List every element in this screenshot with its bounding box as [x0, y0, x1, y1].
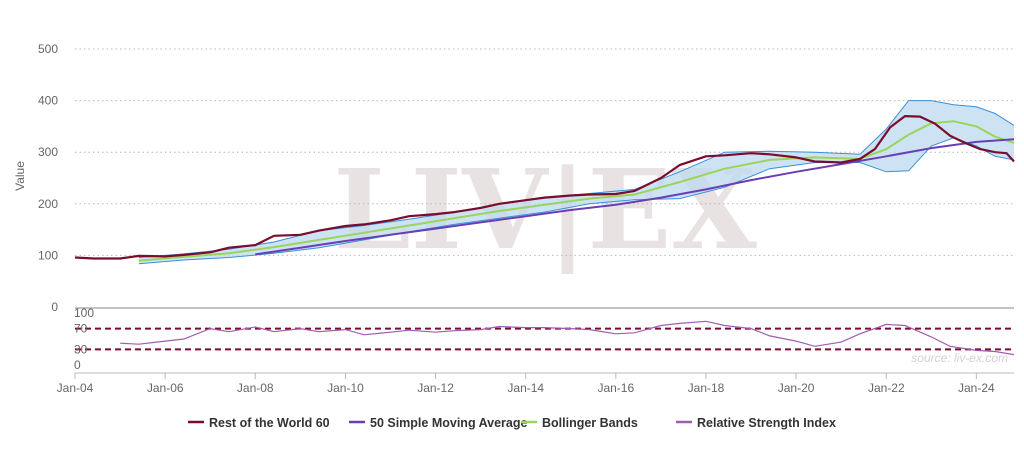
x-tick-label: Jan-04 [57, 381, 94, 395]
x-tick-label: Jan-20 [778, 381, 815, 395]
x-tick-label: Jan-12 [417, 381, 454, 395]
rsi-panel [75, 320, 1015, 356]
y-tick-label: 200 [38, 197, 58, 211]
x-tick-label: Jan-06 [147, 381, 184, 395]
legend-label: Rest of the World 60 [209, 416, 330, 430]
rsi-tick-label: 30 [74, 342, 88, 356]
sma-line [255, 138, 1015, 256]
series [74, 115, 1015, 262]
legend-label: Bollinger Bands [542, 416, 638, 430]
legend: Rest of the World 60 50 Simple Moving Ave… [188, 416, 836, 430]
bollinger-band-fill [138, 100, 1015, 264]
x-tick-label: Jan-14 [507, 381, 544, 395]
rest-of-world-60-line [74, 115, 1015, 260]
x-tick-label: Jan-10 [327, 381, 364, 395]
x-tick-label: Jan-18 [688, 381, 725, 395]
legend-label: Relative Strength Index [697, 416, 836, 430]
y-axis-title: Value [13, 161, 27, 191]
x-tick-label: Jan-22 [868, 381, 905, 395]
y-tick-label: 100 [38, 248, 58, 262]
y-tick-label: 500 [38, 42, 58, 56]
rsi-line [120, 320, 1015, 356]
x-tick-label: Jan-16 [597, 381, 634, 395]
y-tick-label: 0 [51, 300, 58, 314]
y-tick-label: 300 [38, 145, 58, 159]
source-note: source: liv-ex.com [911, 351, 1008, 365]
x-tick-label: Jan-24 [958, 381, 995, 395]
rsi-tick-label: 100 [74, 306, 94, 320]
y-tick-label: 400 [38, 94, 58, 108]
x-tick-label: Jan-08 [237, 381, 274, 395]
rsi-tick-label: 70 [74, 322, 88, 336]
legend-label: 50 Simple Moving Average [370, 416, 528, 430]
rsi-tick-label: 0 [74, 358, 81, 372]
